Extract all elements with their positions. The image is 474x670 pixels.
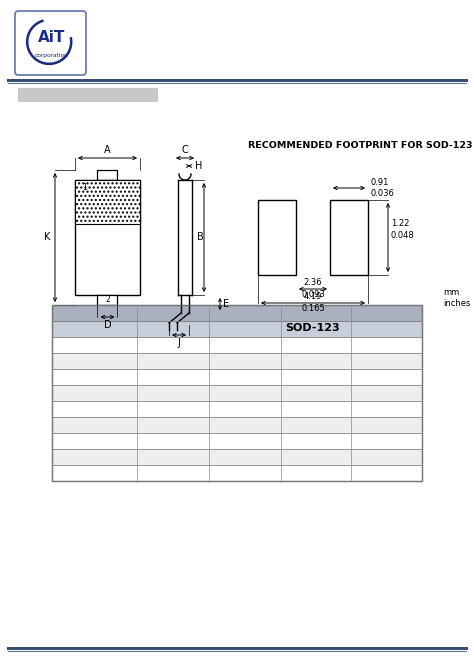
Bar	[52, 369, 422, 385]
Bar	[75, 180, 140, 295]
Text: 2: 2	[105, 295, 110, 304]
Text: D: D	[104, 320, 111, 330]
Text: 0.048: 0.048	[391, 230, 415, 239]
Bar	[98, 295, 118, 305]
Bar	[52, 401, 422, 417]
Text: 0.165: 0.165	[301, 304, 325, 313]
Text: SOD-123: SOD-123	[286, 323, 340, 333]
Text: RECOMMENDED FOOTPRINT FOR SOD-123: RECOMMENDED FOOTPRINT FOR SOD-123	[248, 141, 472, 150]
Text: H: H	[195, 161, 202, 171]
Text: J: J	[178, 338, 181, 348]
Text: 0.91: 0.91	[371, 178, 389, 187]
Text: B: B	[197, 232, 204, 243]
Bar	[52, 321, 422, 337]
Bar	[52, 433, 422, 449]
Text: E: E	[223, 299, 229, 309]
Bar	[98, 170, 118, 180]
Text: 0.093: 0.093	[301, 290, 325, 299]
Text: 2.36: 2.36	[304, 278, 322, 287]
Text: mm
inches: mm inches	[443, 287, 470, 308]
Bar	[52, 385, 422, 401]
Bar	[258, 200, 296, 275]
Text: C: C	[182, 145, 188, 155]
Bar	[330, 200, 368, 275]
Bar	[52, 449, 422, 465]
Bar	[52, 305, 422, 321]
Text: 1.22: 1.22	[391, 220, 410, 228]
Text: AiT: AiT	[38, 29, 65, 45]
Bar	[52, 337, 422, 353]
Bar	[18, 88, 158, 102]
Text: K: K	[44, 232, 50, 243]
Text: corporation: corporation	[35, 53, 69, 58]
Bar	[75, 180, 140, 224]
Text: A: A	[104, 145, 111, 155]
Text: 4.19: 4.19	[304, 292, 322, 301]
Bar	[52, 417, 422, 433]
Bar	[52, 353, 422, 369]
Bar	[52, 465, 422, 481]
Text: 0.036: 0.036	[371, 189, 395, 198]
Bar	[52, 305, 422, 481]
FancyBboxPatch shape	[15, 11, 86, 75]
Text: 1: 1	[82, 184, 87, 192]
